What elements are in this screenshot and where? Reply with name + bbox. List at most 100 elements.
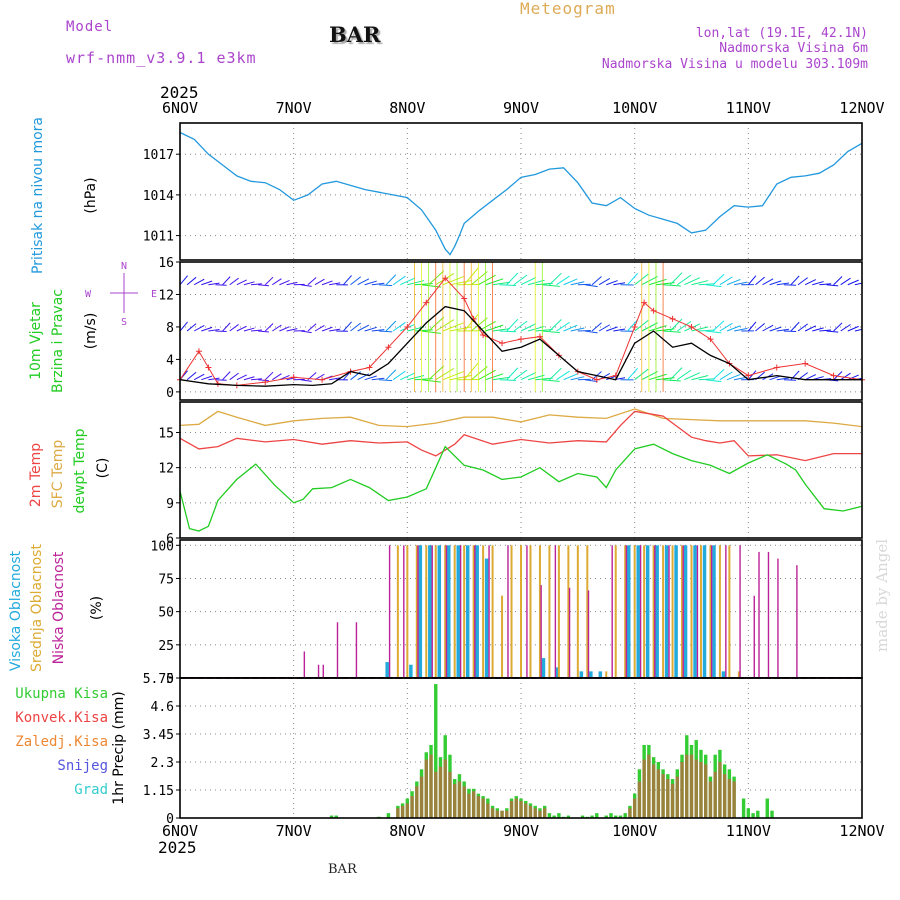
high-cloud-bar	[712, 545, 716, 678]
high-cloud-bar	[409, 664, 413, 678]
convective-precip-bar	[637, 781, 642, 818]
wind-arrow	[193, 373, 205, 381]
wind-arrow	[691, 326, 709, 332]
year-bottom: 2025	[158, 838, 197, 857]
wind-speed-line	[179, 305, 862, 387]
low-cloud-bar	[753, 595, 755, 678]
total-precip-bar	[756, 810, 760, 818]
wind-arrow	[606, 326, 618, 332]
wind-arrow	[350, 276, 362, 286]
wind-arrow	[705, 330, 722, 334]
x-tick-label-top: 9NOV	[503, 99, 539, 117]
y-tick-label: 12	[158, 462, 174, 477]
convective-precip-bar	[448, 771, 452, 818]
wind-arrow	[520, 371, 537, 381]
convective-precip-bar	[476, 796, 481, 818]
legend-convective-rain: Konvek.Kisa	[15, 710, 108, 726]
gust-line	[179, 277, 863, 386]
wind-arrow	[691, 280, 709, 286]
wind-arrow	[364, 375, 377, 381]
gust-marker	[195, 348, 202, 355]
wind-arrow	[790, 275, 800, 286]
high-cloud-bar	[664, 545, 669, 678]
wind-arrow	[819, 329, 832, 332]
x-tick-label-top: 12NOV	[839, 99, 884, 117]
convective-precip-bar	[509, 800, 514, 818]
mid-cloud-bar	[501, 595, 504, 678]
high-cloud-bar	[541, 658, 546, 678]
wind-arrow	[669, 272, 683, 286]
temp-unit: (C)	[95, 458, 111, 479]
total-precip-bar	[590, 815, 594, 818]
convective-precip-bar	[434, 771, 438, 818]
wind-arrow	[747, 275, 757, 286]
wind-arrow	[449, 279, 473, 286]
wind-arrow	[428, 270, 445, 286]
low-cloud-bar	[668, 545, 670, 678]
mid-cloud-bar	[548, 545, 551, 678]
cloud-ylabel-low: Niska Oblacnost	[51, 551, 67, 664]
wind-arrow	[698, 378, 716, 381]
convective-precip-bar	[661, 774, 665, 818]
compass-e: E	[151, 289, 157, 300]
mid-cloud-bar	[463, 545, 466, 678]
wind-arrow	[641, 276, 658, 286]
total-precip-bar	[547, 813, 552, 818]
low-cloud-bar	[568, 587, 571, 678]
gust-marker	[404, 323, 411, 330]
convective-precip-bar	[670, 783, 675, 818]
wind-arrow	[258, 379, 270, 382]
wind-arrow	[329, 282, 341, 286]
wind-arrow	[186, 276, 197, 286]
total-precip-bar	[765, 798, 769, 818]
mid-cloud-bar	[614, 545, 617, 678]
low-cloud-bar	[639, 545, 642, 678]
wind-arrow	[357, 278, 370, 286]
wind-arrow	[222, 276, 231, 286]
x-tick-label-top: 6NOV	[162, 99, 198, 117]
convective-precip-bar	[405, 803, 410, 818]
convective-precip-bar	[490, 808, 495, 818]
wind-arrow	[243, 327, 255, 332]
model-label: Model	[66, 19, 114, 35]
wind-arrow	[236, 325, 247, 332]
convective-precip-bar	[713, 771, 717, 818]
wind-arrow	[378, 379, 393, 382]
mid-cloud-bar	[444, 545, 447, 678]
gust-marker	[205, 364, 212, 371]
x-tick-label-bottom: 9NOV	[503, 822, 539, 840]
wind-arrow	[201, 280, 213, 286]
mid-cloud-bar	[396, 545, 399, 678]
high-cloud-bar	[428, 545, 432, 678]
wind-arrow	[769, 280, 782, 286]
wind-arrow	[229, 324, 239, 332]
mid-cloud-bar	[737, 671, 740, 678]
x-tick-label-bottom: 7NOV	[276, 822, 312, 840]
wind-arrow	[421, 330, 441, 334]
gust-marker	[830, 372, 837, 379]
convective-precip-bar	[519, 800, 523, 818]
low-cloud-bar	[322, 664, 324, 678]
wind-arrow	[229, 277, 239, 286]
total-precip-bar	[609, 813, 613, 818]
y-tick-label: 0	[166, 812, 174, 827]
wind-arrow	[854, 282, 862, 286]
wind-arrow	[442, 371, 464, 381]
wind-arrow	[193, 324, 205, 332]
y-tick-label: 15	[158, 426, 174, 441]
footer-station: BAR	[328, 862, 357, 877]
convective-precip-bar	[680, 762, 684, 818]
high-cloud-bar	[484, 558, 489, 678]
low-cloud-bar	[403, 545, 405, 678]
convective-precip-bar	[727, 779, 732, 818]
wind-arrow	[499, 330, 517, 333]
wind-arrow	[307, 277, 317, 286]
wind-arrow	[783, 284, 797, 286]
high-cloud-bar	[456, 545, 460, 678]
wind-arrow	[847, 325, 859, 332]
wind-arrow	[734, 281, 748, 286]
wind-arrow	[712, 369, 725, 381]
low-cloud-bar	[445, 545, 448, 678]
y-tick-label: 75	[158, 572, 174, 587]
wind-arrow	[492, 376, 510, 381]
